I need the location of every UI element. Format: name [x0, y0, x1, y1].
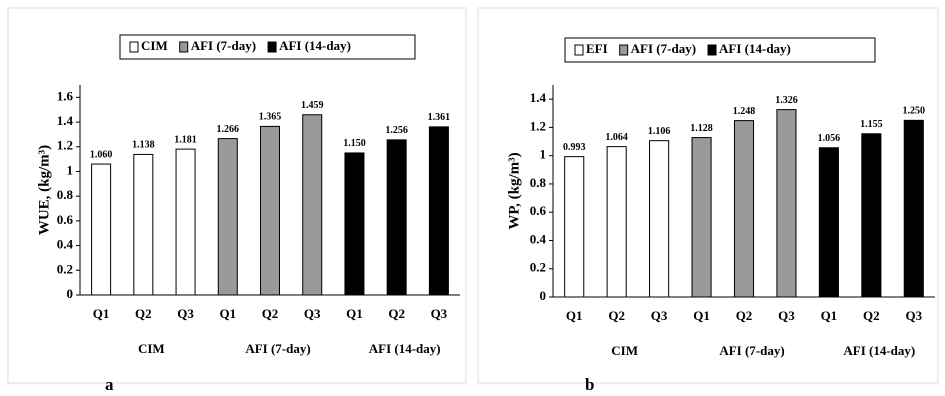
- x-tick-label: Q1: [93, 306, 110, 321]
- y-tick-label: 0.2: [530, 260, 546, 275]
- value-label: 1.365: [259, 112, 282, 123]
- panel-label: b: [585, 375, 594, 394]
- bar: [428, 126, 449, 296]
- value-label: 1.248: [733, 106, 756, 117]
- y-tick-label: 1.2: [57, 138, 73, 153]
- y-tick-label: 1.4: [530, 90, 547, 105]
- bar: [733, 120, 755, 298]
- value-label: 1.106: [648, 126, 671, 137]
- panel-frame: [7, 7, 467, 384]
- legend-box: [564, 37, 876, 63]
- value-label: 1.060: [90, 149, 113, 160]
- y-tick-label: 1.6: [57, 88, 74, 103]
- group-label: AFI (7-day): [245, 341, 310, 356]
- bar: [649, 140, 670, 298]
- bar: [260, 125, 280, 296]
- y-tick-label: 1.2: [530, 118, 546, 133]
- y-tick-label: 0.6: [57, 212, 74, 227]
- bar: [344, 152, 365, 296]
- x-tick-label: Q1: [346, 306, 363, 321]
- x-tick-label: Q2: [736, 308, 753, 323]
- value-label: 1.326: [775, 95, 798, 106]
- value-label: 1.128: [690, 123, 713, 134]
- y-tick-label: 1: [67, 162, 74, 177]
- x-tick-label: Q1: [566, 308, 583, 323]
- y-tick-label: 0.2: [57, 261, 73, 276]
- y-tick-label: 1.4: [57, 113, 74, 128]
- legend-box: [119, 34, 416, 60]
- bar: [691, 137, 712, 298]
- value-label: 1.250: [903, 106, 926, 117]
- y-tick-label: 0.4: [530, 231, 547, 246]
- x-tick-label: Q3: [905, 308, 922, 323]
- value-label: 1.266: [217, 124, 240, 135]
- legend-swatch: [707, 44, 717, 56]
- value-label: 1.256: [385, 125, 408, 136]
- value-label: 1.361: [428, 112, 451, 123]
- value-label: 1.150: [343, 138, 366, 149]
- bar: [217, 138, 238, 296]
- value-label: 1.181: [174, 134, 197, 145]
- legend-swatch: [619, 44, 629, 56]
- y-tick-label: 0.8: [57, 187, 74, 202]
- x-tick-label: Q3: [177, 306, 194, 321]
- panel-frame: [477, 7, 939, 384]
- value-label: 1.459: [301, 100, 324, 111]
- group-label: AFI (14-day): [843, 343, 915, 358]
- x-tick-label: Q3: [304, 306, 321, 321]
- bar: [606, 146, 627, 298]
- y-tick-label: 0.4: [57, 237, 74, 252]
- x-tick-label: Q2: [388, 306, 405, 321]
- bar: [564, 156, 585, 298]
- y-tick-label: 1: [540, 147, 547, 162]
- y-tick-label: 0.6: [530, 203, 547, 218]
- legend-label: CIM: [141, 38, 168, 53]
- legend-label: AFI (14-day): [719, 41, 791, 56]
- y-tick-label: 0.8: [530, 175, 547, 190]
- bar: [818, 147, 839, 298]
- panel-label: a: [105, 375, 114, 394]
- legend-swatch: [574, 44, 584, 56]
- x-tick-label: Q1: [219, 306, 236, 321]
- bar: [776, 109, 797, 298]
- bar: [133, 153, 154, 296]
- legend-label: AFI (14-day): [279, 38, 351, 53]
- y-axis-label: WUE, (kg/m³): [36, 145, 52, 235]
- legend-label: EFI: [586, 41, 608, 56]
- legend-swatch: [267, 41, 277, 53]
- value-label: 1.155: [860, 119, 883, 130]
- y-axis-label: WP, (kg/m³): [506, 152, 522, 229]
- legend-swatch: [179, 41, 189, 53]
- group-label: AFI (7-day): [719, 343, 784, 358]
- x-tick-label: Q2: [863, 308, 880, 323]
- y-tick-label: 0: [540, 288, 547, 303]
- x-tick-label: Q2: [262, 306, 279, 321]
- value-label: 0.993: [563, 142, 586, 153]
- x-tick-label: Q2: [608, 308, 625, 323]
- x-tick-label: Q1: [821, 308, 838, 323]
- bar: [302, 114, 323, 296]
- x-tick-label: Q1: [693, 308, 710, 323]
- group-label: CIM: [138, 341, 165, 356]
- bar: [861, 133, 882, 298]
- legend-label: AFI (7-day): [191, 38, 256, 53]
- bar: [903, 119, 924, 298]
- legend-label: AFI (7-day): [631, 41, 696, 56]
- x-tick-label: Q3: [431, 306, 448, 321]
- value-label: 1.064: [605, 132, 628, 143]
- bar: [386, 139, 407, 296]
- legend-swatch: [129, 41, 139, 53]
- value-label: 1.138: [132, 140, 155, 151]
- bar: [91, 163, 112, 296]
- group-label: CIM: [611, 343, 638, 358]
- x-tick-label: Q3: [778, 308, 795, 323]
- value-label: 1.056: [818, 133, 841, 144]
- x-tick-label: Q2: [135, 306, 152, 321]
- y-tick-label: 0: [67, 286, 74, 301]
- group-label: AFI (14-day): [369, 341, 441, 356]
- x-tick-label: Q3: [651, 308, 668, 323]
- bar: [175, 148, 196, 296]
